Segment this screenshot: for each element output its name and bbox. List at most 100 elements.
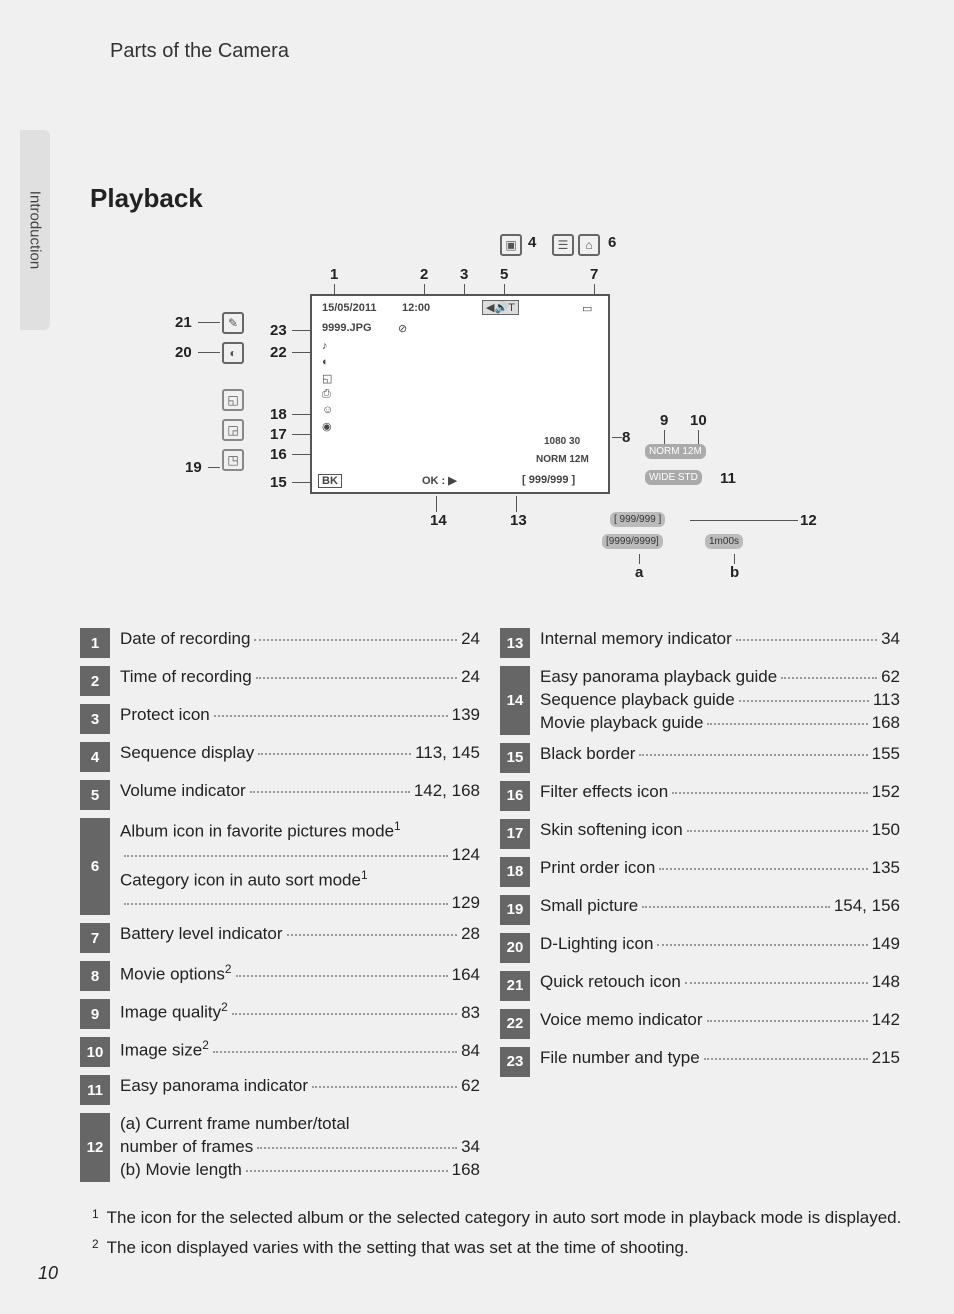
callout-11: 11 [720,470,736,487]
scr-i4: ⎙ [322,388,331,401]
legend-row: 14Easy panorama playback guide62Sequence… [500,662,900,739]
callout-4: 4 [528,234,536,251]
page: Parts of the Camera Playback 4 6 ▣ ☰ ⌂ 1… [60,40,920,1265]
footnote: 1The icon for the selected album or the … [92,1206,920,1230]
scr-date: 15/05/2011 [322,302,376,314]
legend-text: Easy panorama playback guide62Sequence p… [540,666,900,735]
scr-counter: [ 999/999 ] [522,474,575,486]
legend-row: 15Black border155 [500,739,900,777]
callout-9: 9 [660,412,668,429]
legend-row: 22Voice memo indicator142 [500,1005,900,1043]
scr-ok: OK : ▶ [422,474,457,487]
legend-num: 11 [80,1075,110,1105]
scr-bk: BK [318,474,342,488]
legend-text: Filter effects icon152 [540,781,900,804]
legend-num: 9 [80,999,110,1029]
callout-19: 19 [185,459,202,476]
callout-8: 8 [622,429,630,446]
scr-vol: ◀🔊T [482,300,519,315]
callout-18: 18 [270,406,287,423]
retouch-icon: ✎ [222,312,244,334]
scr-time: 12:00 [402,302,430,314]
legend-num: 12 [80,1113,110,1182]
scr-file: 9999.JPG [322,322,372,334]
scr-i1: ♪ [322,340,328,352]
pill-c2: [9999/9999] [602,534,663,549]
legend-text: Small picture154, 156 [540,895,900,918]
legend-row: 9 Image quality283 [80,995,480,1033]
legend-num: 5 [80,780,110,810]
smallpic-icon-3: ◳ [222,449,244,471]
legend-num: 13 [500,628,530,658]
section-tab-label: Introduction [27,191,44,269]
legend-num: 14 [500,666,530,735]
legend-text: Internal memory indicator34 [540,628,900,651]
legend-num: 2 [80,666,110,696]
legend-text: D-Lighting icon149 [540,933,900,956]
callout-14: 14 [430,512,447,529]
callout-10: 10 [690,412,707,429]
section-tab: Introduction [20,130,50,330]
legend-text: Voice memo indicator142 [540,1009,900,1032]
legend-row: 2Time of recording24 [80,662,480,700]
legend-row: 3Protect icon139 [80,700,480,738]
legend-row: 23 File number and type215 [500,1043,900,1081]
smallpic-icon-2: ◲ [222,419,244,441]
legend-text: (a) Current frame number/total number of… [120,1113,480,1182]
callout-a: a [635,564,643,581]
callout-2: 2 [420,266,428,283]
callout-20: 20 [175,344,192,361]
callout-12: 12 [800,512,817,529]
callout-3: 3 [460,266,468,283]
breadcrumb: Parts of the Camera [60,40,920,103]
scr-protect: ⊘ [398,322,407,335]
album-icon: ☰ [552,234,574,256]
legend-num: 20 [500,933,530,963]
scr-mid2: NORM 12M [536,454,589,465]
pill-c1: [ 999/999 ] [610,512,665,527]
scr-mid1: 1080 30 [544,436,580,447]
footnote: 2The icon displayed varies with the sett… [92,1236,920,1260]
scr-i6: ◉ [322,420,332,433]
legend-num: 17 [500,819,530,849]
legend-text: Image quality283 [120,999,480,1025]
callout-23: 23 [270,322,287,339]
legend-row: 16 Filter effects icon152 [500,777,900,815]
legend-row: 17Skin softening icon150 [500,815,900,853]
callout-13: 13 [510,512,527,529]
legend-text: Album icon in favorite pictures mode1124… [120,818,480,915]
callout-22: 22 [270,344,287,361]
legend-row: 7 Battery level indicator28 [80,919,480,957]
legend-text: Image size284 [120,1037,480,1063]
playback-diagram: 4 6 ▣ ☰ ⌂ 1 2 3 5 7 21 20 19 ✎ ◐ ◱ ◲ ◳ 2… [130,234,830,614]
scr-i3: ◱ [322,372,332,385]
legend-col-right: 13 Internal memory indicator34 14Easy pano… [500,624,900,1186]
legend-text: File number and type215 [540,1047,900,1070]
legend-text: Easy panorama indicator62 [120,1075,480,1098]
callout-21: 21 [175,314,192,331]
legend-row: 18Print order icon135 [500,853,900,891]
legend-num: 23 [500,1047,530,1077]
scr-i5: ☺ [322,404,333,416]
lcd-screen: 15/05/2011 12:00 ◀🔊T ▭ 9999.JPG ⊘ ♪ ◐ ◱ … [310,294,610,494]
pill-norm: NORM 12M [645,444,706,459]
legend-num: 8 [80,961,110,991]
legend-text: Battery level indicator28 [120,923,480,946]
legend-row: 10 Image size284 [80,1033,480,1071]
legend-num: 7 [80,923,110,953]
legend-row: 13 Internal memory indicator34 [500,624,900,662]
legend-text: Volume indicator142, 168 [120,780,480,803]
legend-num: 10 [80,1037,110,1067]
legend-num: 16 [500,781,530,811]
legend-num: 3 [80,704,110,734]
callout-7: 7 [590,266,598,283]
pill-time: 1m00s [705,534,743,549]
page-title: Playback [60,103,920,234]
callout-16: 16 [270,446,287,463]
legend-text: Quick retouch icon148 [540,971,900,994]
smallpic-icon-1: ◱ [222,389,244,411]
page-number: 10 [38,1263,58,1284]
legend-row: 19Small picture154, 156 [500,891,900,929]
legend-text: Sequence display113, 145 [120,742,480,765]
legend-row: 6Album icon in favorite pictures mode112… [80,814,480,919]
